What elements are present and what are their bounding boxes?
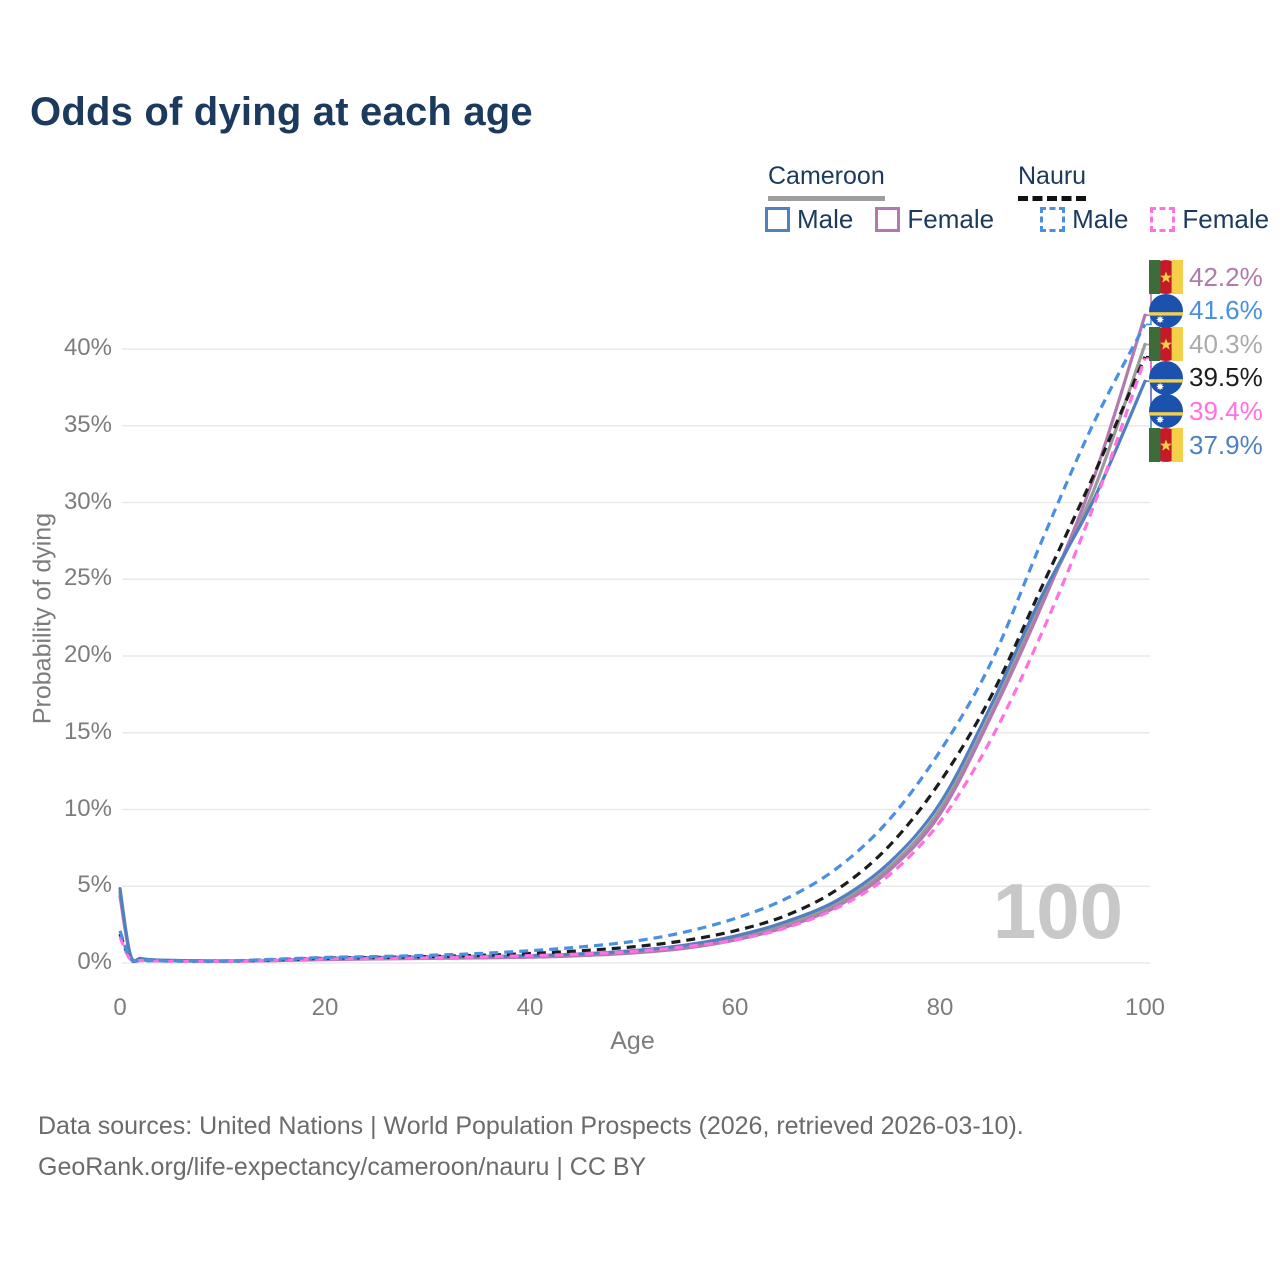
hover-age-readout: 100 — [992, 867, 1123, 955]
x-axis-title: Age — [610, 1027, 655, 1055]
y-tick-label-10%: 10% — [63, 794, 112, 822]
legend-item-nauru-male[interactable]: Male — [1040, 204, 1128, 235]
end-label-value: 37.9% — [1189, 429, 1263, 460]
legend-item-label: Male — [1072, 204, 1129, 234]
page-title: Odds of dying at each age — [30, 90, 533, 134]
x-tick-label-0: 0 — [113, 994, 127, 1021]
y-tick-label-0%: 0% — [77, 948, 112, 975]
end-label-value: 41.6% — [1189, 295, 1263, 326]
y-axis-title: Probability of dying — [28, 512, 57, 725]
nauru-flag-icon — [1149, 360, 1183, 395]
end-label-cameroon-total: 40.3% — [1149, 327, 1263, 362]
end-label-cameroon-female: 42.2% — [1149, 260, 1263, 294]
x-tick-label-100: 100 — [1124, 994, 1166, 1021]
y-tick-label-40%: 40% — [63, 334, 112, 361]
end-label-nauru-total: 39.5% — [1149, 360, 1263, 395]
legend-item-cameroon-female[interactable]: Female — [875, 204, 994, 235]
series-line-cameroon-total — [118, 342, 1147, 963]
footer: Data sources: United Nations | World Pop… — [38, 1106, 1024, 1188]
end-label-value: 40.3% — [1189, 328, 1263, 359]
x-tick-label-80: 80 — [926, 994, 954, 1021]
nauru-flag-icon — [1149, 394, 1183, 429]
series-line-nauru-female — [118, 357, 1147, 964]
y-tick-label-5%: 5% — [77, 871, 112, 899]
end-label-value: 39.5% — [1189, 362, 1263, 393]
series-line-cameroon-female — [118, 313, 1147, 963]
legend-group-cameroon[interactable]: Cameroon — [768, 162, 885, 201]
legend-item-label: Male — [797, 204, 854, 234]
legend-item-label: Female — [907, 204, 995, 234]
x-tick-label-40: 40 — [516, 994, 544, 1021]
nauru-male-swatch-icon — [1040, 207, 1066, 232]
legend-group-nauru[interactable]: Nauru — [1018, 162, 1087, 201]
y-tick-label-15%: 15% — [63, 717, 112, 745]
legend-items-row: Male Female Male Female — [765, 204, 1280, 235]
series-line-nauru-total — [118, 356, 1147, 964]
x-tick-label-20: 20 — [311, 994, 339, 1021]
end-label-value: 39.4% — [1189, 395, 1263, 426]
end-label-cameroon-male: 37.9% — [1149, 428, 1263, 462]
end-label-nauru-female: 39.4% — [1149, 394, 1263, 429]
cameroon-flag-icon — [1149, 428, 1183, 462]
footer-license-line: GeoRank.org/life-expectancy/cameroon/nau… — [38, 1153, 647, 1181]
end-label-nauru-male: 41.6% — [1149, 293, 1263, 328]
nauru-flag-icon — [1149, 293, 1183, 328]
cameroon-flag-icon — [1149, 260, 1183, 294]
y-tick-label-25%: 25% — [63, 564, 112, 592]
footer-source-line: Data sources: United Nations | World Pop… — [38, 1112, 1024, 1140]
series-line-nauru-male — [118, 323, 1147, 963]
nauru-female-swatch-icon — [1150, 207, 1176, 232]
legend-item-cameroon-male[interactable]: Male — [765, 204, 853, 235]
y-tick-label-30%: 30% — [63, 487, 112, 515]
legend-item-label: Female — [1182, 204, 1270, 234]
cameroon-male-swatch-icon — [765, 207, 790, 232]
y-tick-label-20%: 20% — [63, 641, 112, 668]
cameroon-flag-icon — [1149, 327, 1183, 362]
cameroon-female-swatch-icon — [875, 207, 901, 232]
x-tick-label-60: 60 — [721, 994, 749, 1021]
y-tick-label-35%: 35% — [63, 410, 112, 438]
end-label-value: 42.2% — [1189, 261, 1263, 292]
legend-item-nauru-female[interactable]: Female — [1150, 204, 1269, 235]
series-line-cameroon-male — [118, 379, 1147, 963]
